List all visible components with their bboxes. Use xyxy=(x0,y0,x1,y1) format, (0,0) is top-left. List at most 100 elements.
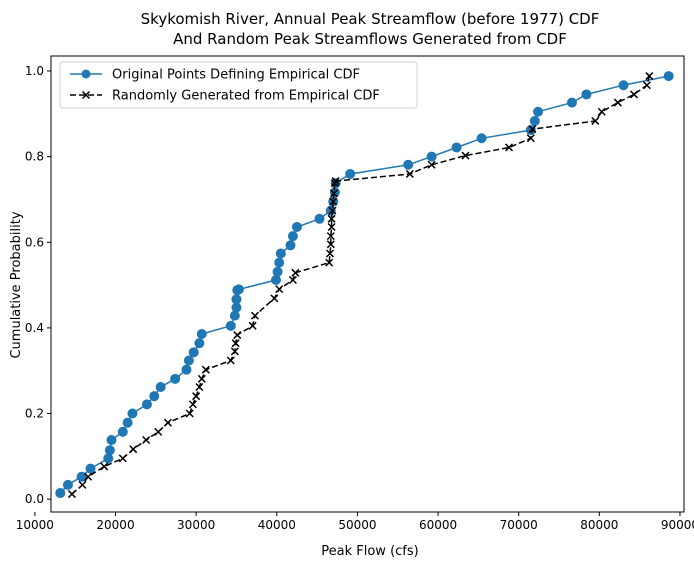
y-tick-label: 0.0 xyxy=(25,492,44,506)
x-tick-label: 20000 xyxy=(96,518,134,532)
original-cdf-point xyxy=(62,479,73,490)
x-tick-label: 70000 xyxy=(500,518,538,532)
random-cdf-point xyxy=(270,294,279,303)
chart-title: Skykomish River, Annual Peak Streamflow … xyxy=(141,10,600,28)
legend-random-label: Randomly Generated from Empirical CDF xyxy=(112,89,380,104)
random-cdf-point xyxy=(528,125,537,134)
random-cdf-point xyxy=(328,206,337,215)
random-cdf-point xyxy=(597,107,606,116)
legend-original-marker xyxy=(81,69,91,79)
random-cdf-point xyxy=(291,268,300,277)
random-cdf-point xyxy=(188,400,197,409)
random-cdf-point xyxy=(504,143,514,152)
y-tick-label: 0.6 xyxy=(25,235,44,249)
random-cdf-point xyxy=(331,177,340,186)
x-tick-label: 60000 xyxy=(419,518,457,532)
original-cdf-point xyxy=(85,463,96,474)
legend-original-label: Original Points Defining Empirical CDF xyxy=(112,68,360,83)
random-cdf-point xyxy=(230,347,239,356)
y-tick-label: 1.0 xyxy=(25,64,44,78)
original-cdf-point xyxy=(403,159,414,170)
original-cdf-point xyxy=(229,310,240,321)
random-cdf-point xyxy=(405,169,414,178)
chart-subtitle: And Random Peak Streamflows Generated fr… xyxy=(173,30,567,48)
random-cdf-point xyxy=(325,249,335,258)
original-cdf-point xyxy=(663,71,674,82)
original-cdf-point xyxy=(287,231,298,242)
random-cdf-point xyxy=(613,98,622,107)
original-cdf-point xyxy=(345,168,356,179)
original-cdf-point xyxy=(426,151,437,162)
original-cdf-point xyxy=(127,408,138,419)
random-cdf-point xyxy=(163,418,172,427)
y-tick-label: 0.2 xyxy=(25,407,44,421)
random-cdf-point xyxy=(591,116,600,125)
original-cdf-point xyxy=(270,274,281,285)
original-cdf-point xyxy=(451,142,462,153)
original-cdf-point xyxy=(618,80,629,91)
random-cdf-point xyxy=(427,160,436,169)
random-cdf-point xyxy=(201,365,210,374)
random-cdf-point xyxy=(327,214,336,223)
original-cdf-point xyxy=(106,435,117,446)
original-cdf-point xyxy=(103,453,114,464)
original-cdf-point xyxy=(55,488,66,499)
original-cdf-point xyxy=(122,417,133,428)
x-tick-label: 50000 xyxy=(338,518,376,532)
original-cdf-point xyxy=(231,294,242,305)
random-cdf-point xyxy=(142,435,151,445)
random-cdf-point xyxy=(326,232,335,241)
random-cdf-point xyxy=(78,480,87,489)
original-cdf-point xyxy=(285,240,296,251)
x-tick-label: 30000 xyxy=(177,518,215,532)
random-cdf-point xyxy=(67,490,76,499)
plot-frame xyxy=(50,55,685,513)
original-cdf-point xyxy=(581,89,592,100)
random-cdf-point xyxy=(526,134,535,143)
random-cdf-point xyxy=(118,454,127,463)
original-cdf-point xyxy=(274,257,285,268)
original-cdf-point xyxy=(325,205,336,216)
original-cdf-point xyxy=(291,221,302,232)
original-cdf-point xyxy=(476,133,487,144)
random-cdf-point xyxy=(226,356,235,365)
original-cdf-point xyxy=(231,302,242,313)
original-cdf-point xyxy=(104,445,115,456)
original-cdf-point xyxy=(117,426,128,437)
random-cdf-point xyxy=(461,151,470,160)
original-cdf-line xyxy=(59,75,669,494)
random-cdf-point xyxy=(231,339,240,348)
random-cdf-point xyxy=(642,81,651,90)
original-cdf-point xyxy=(196,329,207,340)
random-cdf-point xyxy=(326,240,335,249)
random-cdf-point xyxy=(154,427,163,436)
y-tick-label: 0.4 xyxy=(25,321,44,335)
random-cdf-point xyxy=(195,382,204,392)
original-cdf-point xyxy=(188,347,199,358)
original-cdf-point xyxy=(76,471,87,482)
random-cdf-point xyxy=(275,285,284,294)
original-cdf-point xyxy=(149,391,160,402)
x-tick-label: 40000 xyxy=(258,518,296,532)
random-cdf-point xyxy=(233,331,242,340)
legend-box xyxy=(59,61,418,109)
random-cdf-point xyxy=(197,374,206,383)
random-cdf-point xyxy=(330,189,339,198)
original-cdf-point xyxy=(533,106,544,117)
original-cdf-point xyxy=(183,355,194,366)
random-cdf-point xyxy=(329,197,338,206)
random-cdf-point xyxy=(185,409,194,418)
original-cdf-point xyxy=(529,115,540,126)
random-cdf-point xyxy=(629,90,639,99)
random-cdf-point xyxy=(248,321,257,330)
random-cdf-point xyxy=(645,72,654,81)
random-cdf-point xyxy=(250,311,260,320)
legend-random-marker xyxy=(81,90,91,100)
random-cdf-point xyxy=(84,472,93,481)
original-cdf-point xyxy=(233,284,244,295)
original-cdf-point xyxy=(181,364,192,375)
original-cdf-point xyxy=(275,248,286,259)
random-cdf-point xyxy=(325,258,334,267)
x-axis-label: Peak Flow (cfs) xyxy=(321,544,418,559)
